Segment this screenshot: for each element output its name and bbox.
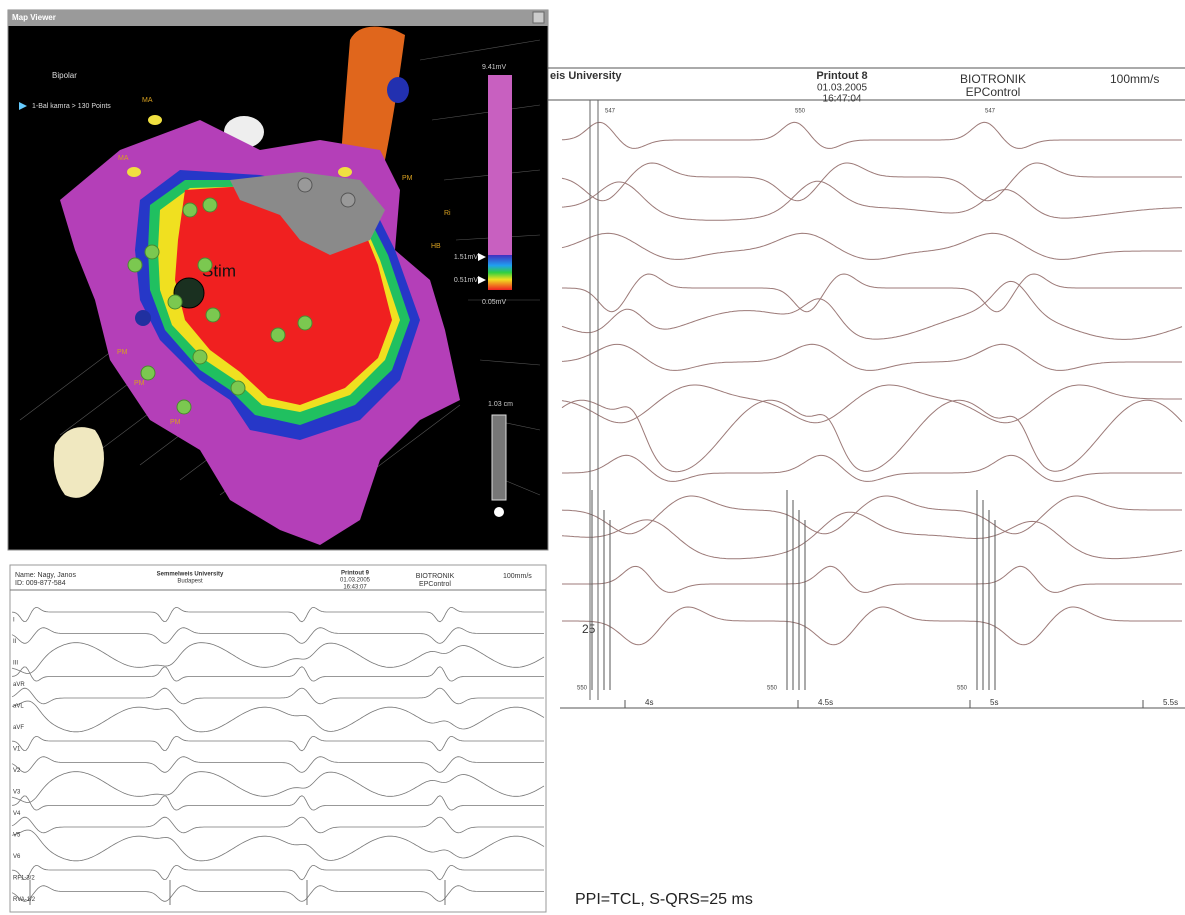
- printout-number: Printout 9: [341, 571, 370, 577]
- landmark-point: [148, 115, 162, 125]
- lead-label: V1: [13, 747, 21, 753]
- lead-label: II: [13, 639, 17, 645]
- ablation-point: [128, 258, 142, 272]
- colorbar-pink: [488, 75, 512, 255]
- ablation-point: [271, 328, 285, 342]
- date: 01.03.2005: [340, 578, 371, 584]
- map-mode: Bipolar: [52, 71, 77, 80]
- ablation-point: [193, 350, 207, 364]
- window-title: Map Viewer: [12, 13, 56, 22]
- stim-mark: 550: [767, 686, 778, 692]
- time-tick-label: 4.5s: [818, 698, 833, 707]
- city: Budapest: [177, 579, 203, 585]
- colorbar-rainbow: [488, 255, 512, 290]
- left-printout: [10, 565, 546, 912]
- time-tick-label: 4s: [645, 698, 653, 707]
- cycle-mark: 550: [795, 109, 806, 115]
- page: Map Viewer Stim Bipolar 1-Bal kamra > 13…: [0, 0, 1185, 915]
- ablation-point: [177, 400, 191, 414]
- time: 16:47:04: [823, 94, 862, 105]
- scar-point: [341, 193, 355, 207]
- landmark-label: PM: [402, 175, 413, 182]
- lead-label: III: [13, 661, 18, 667]
- landmark-label: HB: [431, 243, 441, 250]
- speed: 100mm/s: [1110, 72, 1159, 86]
- vendor: BIOTRONIK: [960, 72, 1026, 86]
- distance-scale: [492, 415, 506, 500]
- scale-min: 0.05mV: [482, 299, 506, 306]
- cycle-mark: 547: [605, 109, 616, 115]
- landmark-point: [127, 167, 141, 177]
- time-tick-label: 5.5s: [1163, 698, 1178, 707]
- printout-number: Printout 8: [816, 70, 867, 82]
- ablation-point: [203, 198, 217, 212]
- ablation-point: [206, 308, 220, 322]
- stim-mark: 550: [957, 686, 968, 692]
- ablation-point: [145, 245, 159, 259]
- ablation-point: [298, 316, 312, 330]
- annotation: 25: [582, 622, 596, 636]
- lead-label: V5: [13, 833, 21, 839]
- ablation-point: [168, 295, 182, 309]
- lead-label: V6: [13, 854, 21, 860]
- vendor: BIOTRONIK: [416, 573, 455, 580]
- lead-label: aVF: [13, 725, 24, 731]
- institution: Semmelweis University: [157, 572, 224, 578]
- time: 16:43:07: [343, 585, 367, 591]
- lead-label: V4: [13, 811, 21, 817]
- institution: eis University: [550, 70, 622, 82]
- scar-point: [298, 178, 312, 192]
- product: EPControl: [419, 581, 451, 588]
- blue-point: [135, 310, 151, 326]
- distance-label: 1.03 cm: [488, 401, 513, 408]
- lead-label: RF1-3/2: [13, 876, 35, 882]
- speed: 100mm/s: [503, 573, 532, 580]
- scale-max: 9.41mV: [482, 64, 506, 71]
- ablation-point: [183, 203, 197, 217]
- scale-lower: 0.51mV: [454, 277, 478, 284]
- lead-label: aVR: [13, 682, 25, 688]
- caption: PPI=TCL, S-QRS=25 ms: [575, 891, 753, 908]
- scale-upper: 1.51mV: [454, 254, 478, 261]
- stim-mark: 550: [577, 686, 588, 692]
- catheter-tip: [387, 77, 409, 103]
- patient-name: Name: Nagy, Janos: [15, 572, 76, 579]
- landmark-label: MA: [118, 155, 129, 162]
- ablation-point: [231, 381, 245, 395]
- landmark-label: MA: [142, 97, 153, 104]
- lead-label: aVL: [13, 704, 24, 710]
- landmark-label: Ri: [444, 210, 451, 217]
- time-tick-label: 5s: [990, 698, 998, 707]
- ablation-point: [141, 366, 155, 380]
- close-button[interactable]: [533, 12, 544, 23]
- landmark-point: [338, 167, 352, 177]
- point-info: 1-Bal kamra > 130 Points: [32, 103, 111, 110]
- cycle-mark: 547: [985, 109, 996, 115]
- lead-label: RVA-1/2: [13, 897, 36, 903]
- orientation-dot: [494, 507, 504, 517]
- landmark-label: PM: [117, 349, 128, 356]
- landmark-label: PM: [134, 380, 145, 387]
- landmark-label: PM: [170, 419, 181, 426]
- lead-label: V3: [13, 790, 21, 796]
- lead-label: V2: [13, 768, 21, 774]
- date: 01.03.2005: [817, 83, 867, 94]
- product: EPControl: [966, 85, 1021, 99]
- ablation-point: [198, 258, 212, 272]
- patient-id: ID: 009-877-584: [15, 580, 66, 587]
- title-bar: [8, 10, 548, 26]
